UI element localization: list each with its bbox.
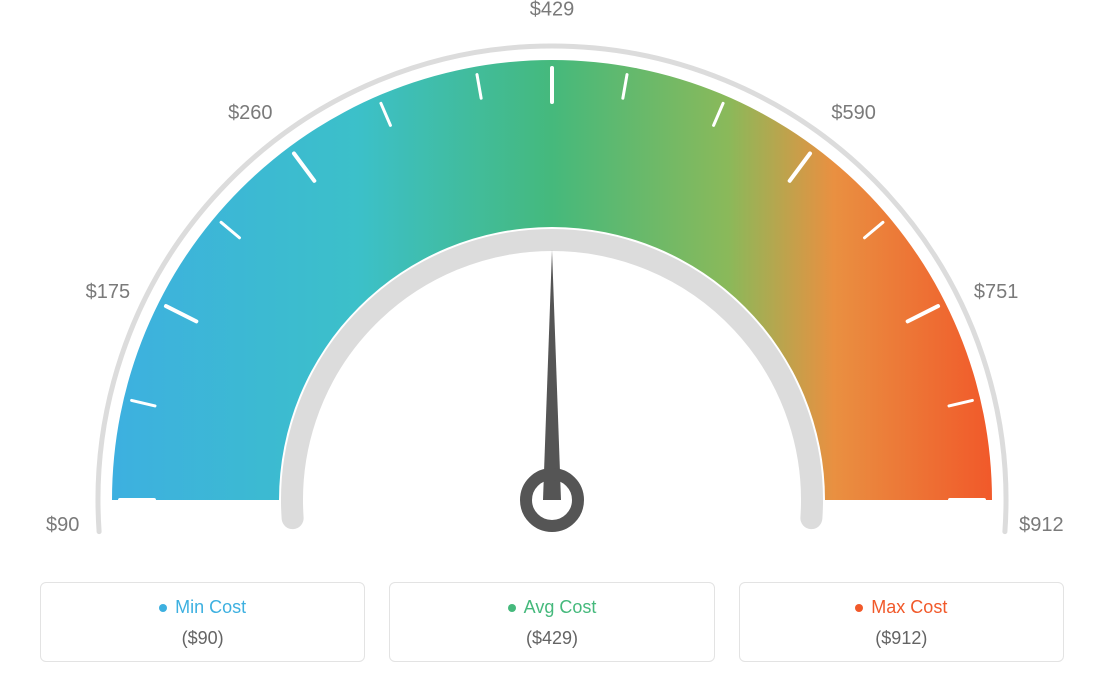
dot-icon <box>508 604 516 612</box>
legend-title-max: Max Cost <box>855 597 947 618</box>
legend-value-min: ($90) <box>41 628 364 649</box>
legend-title-avg: Avg Cost <box>508 597 597 618</box>
legend-card-max: Max Cost ($912) <box>739 582 1064 662</box>
dot-icon <box>159 604 167 612</box>
dot-icon <box>855 604 863 612</box>
legend-card-min: Min Cost ($90) <box>40 582 365 662</box>
legend-title-label: Max Cost <box>871 597 947 618</box>
gauge-tick-label: $90 <box>46 514 79 536</box>
legend-value-max: ($912) <box>740 628 1063 649</box>
legend-title-label: Min Cost <box>175 597 246 618</box>
gauge-tick-label: $260 <box>228 102 273 124</box>
legend-value-avg: ($429) <box>390 628 713 649</box>
legend-row: Min Cost ($90) Avg Cost ($429) Max Cost … <box>40 582 1064 662</box>
legend-title-min: Min Cost <box>159 597 246 618</box>
cost-gauge-chart: { "gauge": { "type": "gauge", "cx": 552,… <box>0 0 1104 690</box>
gauge-tick-label: $912 <box>1019 514 1064 536</box>
gauge-tick-label: $429 <box>530 0 575 20</box>
legend-card-avg: Avg Cost ($429) <box>389 582 714 662</box>
gauge-tick-label: $175 <box>86 281 131 303</box>
legend-title-label: Avg Cost <box>524 597 597 618</box>
gauge-svg: $90 $175 $260 $429 $590 $751 $912 <box>0 0 1104 560</box>
gauge-tick-label: $590 <box>831 102 876 124</box>
gauge-tick-label: $751 <box>974 281 1019 303</box>
